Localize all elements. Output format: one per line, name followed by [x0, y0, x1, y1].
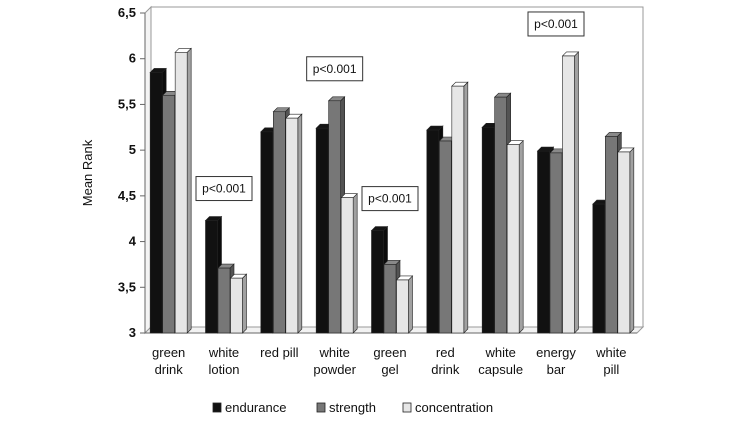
bar-strength	[328, 100, 341, 334]
bar-side-concentration	[574, 51, 579, 334]
bar-concentration	[562, 55, 575, 334]
bar-endurance	[592, 203, 606, 334]
bar-side-concentration	[408, 275, 413, 334]
bar-side-concentration	[186, 47, 192, 334]
bar-endurance	[260, 131, 274, 334]
y-tick-label: 5,5	[118, 96, 136, 111]
bar-concentration	[506, 144, 520, 334]
annotation-label: p<0.001	[202, 182, 246, 196]
bar-strength	[439, 140, 452, 334]
legend-swatch-endurance	[212, 402, 222, 413]
bar-concentration	[230, 277, 243, 334]
x-tick-label: energy	[536, 345, 576, 360]
bar-endurance	[426, 129, 440, 334]
x-tick-label: drink	[155, 362, 184, 377]
x-tick-label: pill	[603, 362, 619, 377]
bar-concentration	[174, 52, 188, 334]
bar-side-concentration	[297, 113, 303, 334]
bar-strength	[217, 267, 231, 334]
x-tick-label: capsule	[478, 362, 523, 377]
x-tick-label: drink	[431, 362, 460, 377]
x-tick-label: white	[595, 345, 626, 360]
x-tick-label: red pill	[260, 345, 298, 360]
bar-endurance	[149, 72, 163, 334]
annotation-box	[361, 186, 419, 212]
x-tick-label: green	[373, 345, 406, 360]
annotation-box	[195, 176, 253, 202]
bar-concentration	[340, 197, 354, 334]
bar-strength	[605, 136, 618, 334]
bar-side-concentration	[629, 147, 635, 334]
annotation-label: p<0.001	[368, 192, 412, 206]
bar-endurance	[481, 126, 495, 334]
bar-side-concentration	[518, 139, 524, 334]
bar-concentration	[285, 117, 299, 334]
y-tick-label: 3,5	[118, 279, 136, 294]
y-tick-label: 3	[129, 325, 136, 340]
y-tick-label: 4	[129, 234, 137, 249]
bar-endurance	[371, 230, 384, 334]
bar-concentration	[451, 85, 465, 334]
bar-side-concentration	[242, 273, 247, 334]
bar-strength	[494, 96, 507, 334]
bar-endurance	[537, 150, 550, 334]
x-tick-label: lotion	[208, 362, 239, 377]
annotation-label: p<0.001	[313, 62, 357, 76]
annotation-box	[306, 56, 364, 82]
x-tick-label: red	[436, 345, 455, 360]
bar-endurance	[205, 220, 218, 334]
x-tick-label: white	[484, 345, 515, 360]
y-tick-label: 6,5	[118, 5, 136, 20]
x-tick-label: bar	[547, 362, 566, 377]
x-tick-label: powder	[313, 362, 356, 377]
bar-concentration	[396, 279, 409, 334]
x-tick-label: white	[318, 345, 349, 360]
bar-side-concentration	[463, 81, 469, 334]
annotation-box	[527, 11, 585, 37]
x-tick-label: white	[208, 345, 239, 360]
bar-strength	[162, 94, 175, 334]
legend-swatch-concentration	[402, 402, 412, 413]
bar-strength	[383, 264, 397, 334]
annotation-label: p<0.001	[534, 17, 578, 31]
y-tick-label: 4,5	[118, 188, 136, 203]
legend-swatch-strength	[316, 402, 326, 413]
legend-label-concentration: concentration	[415, 400, 493, 415]
bar-strength	[273, 111, 286, 334]
legend-label-endurance: endurance	[225, 400, 286, 415]
x-tick-label: gel	[381, 362, 398, 377]
bar-endurance	[315, 127, 329, 334]
legend-label-strength: strength	[329, 400, 376, 415]
y-tick-label: 6	[129, 51, 136, 66]
y-axis-label: Mean Rank	[80, 139, 95, 206]
x-tick-label: green	[152, 345, 185, 360]
bar-strength	[549, 152, 563, 334]
bar-concentration	[617, 151, 631, 334]
y-tick-label: 5	[129, 142, 136, 157]
bar-side-concentration	[352, 192, 358, 334]
